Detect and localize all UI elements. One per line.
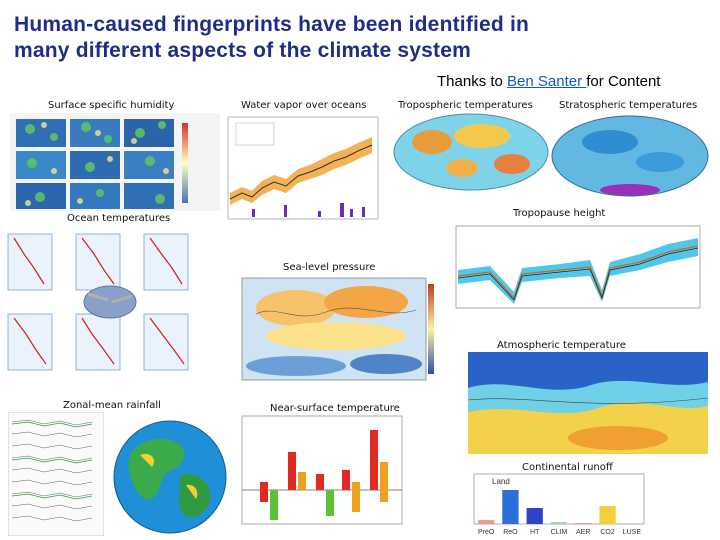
label-surface-humidity: Surface specific humidity <box>48 100 175 111</box>
label-continental-runoff: Continental runoff <box>522 462 613 473</box>
runoff-land-label: Land <box>492 477 510 486</box>
ocean-temperature-profiles <box>4 224 192 379</box>
label-zonal-rainfall: Zonal-mean rainfall <box>63 400 161 411</box>
label-water-vapor: Water vapor over oceans <box>241 100 367 111</box>
runoff-tick-luse: LUSE <box>623 529 642 536</box>
runoff-svg: PreO ReO HT CLIM AER CO2 LUSE Land <box>473 473 645 536</box>
runoff-bar-reo <box>502 490 519 524</box>
runoff-tick-co2: CO2 <box>600 529 615 536</box>
runoff-tick-preo: PreO <box>478 529 495 536</box>
label-stratospheric-temp: Stratospheric temperatures <box>559 100 698 111</box>
slide-title-line-2: many different aspects of the climate sy… <box>14 39 471 62</box>
stratospheric-map <box>550 112 710 204</box>
runoff-bar-ht <box>526 508 543 524</box>
slide-title: Human-caused fingerprints have been iden… <box>14 12 614 64</box>
label-near-surface-temp: Near-surface temperature <box>270 403 400 414</box>
atmospheric-temperature-plot <box>468 352 708 454</box>
tropospheric-map <box>392 112 550 192</box>
credit-prefix: Thanks to <box>437 73 508 90</box>
runoff-bar-clim <box>550 522 568 524</box>
runoff-bar-co2 <box>599 506 616 524</box>
continental-runoff-chart: PreO ReO HT CLIM AER CO2 LUSE Land <box>452 472 648 538</box>
label-ocean-temp: Ocean temperatures <box>67 213 171 224</box>
runoff-tick-reo: ReO <box>503 529 518 536</box>
slide-title-line-1: Human-caused fingerprints have been iden… <box>14 13 530 36</box>
label-atmospheric-temp: Atmospheric temperature <box>497 340 626 351</box>
runoff-tick-clim: CLIM <box>551 529 568 536</box>
tropopause-height-chart <box>430 220 712 320</box>
sea-level-pressure-map <box>236 274 436 384</box>
zonal-rainfall-chart <box>8 412 104 536</box>
label-sea-level-pressure: Sea-level pressure <box>283 262 376 273</box>
runoff-bar-preo <box>478 520 495 524</box>
water-vapor-chart <box>222 113 388 229</box>
humidity-map-grid <box>10 113 220 211</box>
runoff-tick-aer: AER <box>576 529 590 536</box>
globe-illustration <box>110 415 230 537</box>
ben-santer-link[interactable]: Ben Santer <box>507 73 587 90</box>
runoff-bar-aer <box>575 523 592 524</box>
runoff-tick-ht: HT <box>530 529 540 536</box>
label-tropopause-height: Tropopause height <box>513 208 606 219</box>
near-surface-temperature-chart <box>232 412 408 538</box>
credit-suffix: for Content <box>586 73 661 90</box>
label-tropospheric-temp: Tropospheric temperatures <box>398 100 533 111</box>
credit-line: Thanks to Ben Santer for Content <box>437 73 660 90</box>
